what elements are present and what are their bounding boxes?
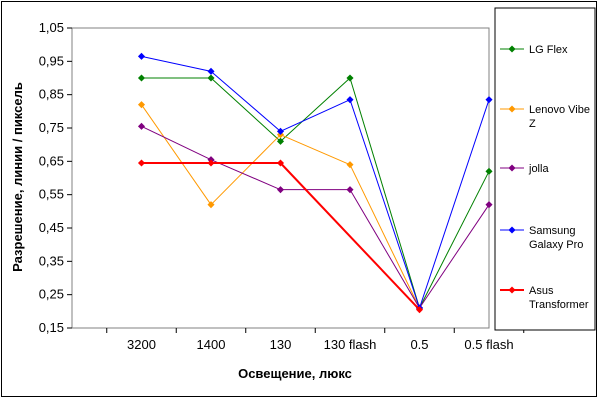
x-axis-title: Освещение, люкс <box>238 366 352 381</box>
legend-label: jolla <box>528 163 549 175</box>
series-line <box>141 55 490 309</box>
legend-item: Samsung Galaxy Pro <box>500 225 583 251</box>
legend-label: LG Flex <box>529 44 568 56</box>
legend-label: Z <box>529 118 536 130</box>
x-tick-label: 130 flash <box>324 337 377 352</box>
legend-label: Lenovo Vibe <box>529 104 590 116</box>
legend-item: LG Flex <box>500 44 568 56</box>
x-tick-label: 1400 <box>197 337 226 352</box>
data-point <box>346 186 354 194</box>
data-point <box>415 306 424 314</box>
data-point <box>137 159 146 167</box>
y-tick-label: 0,65 <box>39 153 64 168</box>
series-line <box>141 162 421 311</box>
y-tick-label: 0,25 <box>39 287 64 302</box>
legend-swatch-marker <box>508 226 516 234</box>
series-lg-flex <box>137 74 493 312</box>
legend-swatch-marker <box>508 286 516 294</box>
y-tick-label: 0,55 <box>39 187 64 202</box>
legend-item: jolla <box>500 163 549 175</box>
legend-swatch-marker <box>508 164 516 172</box>
y-tick-label: 0,95 <box>39 53 64 68</box>
data-point <box>207 159 215 167</box>
data-point <box>207 67 215 75</box>
y-tick-label: 0,75 <box>39 120 64 135</box>
series-line <box>141 77 490 309</box>
data-point <box>485 167 493 175</box>
x-tick-label: 130 <box>270 337 292 352</box>
data-point <box>276 159 285 167</box>
data-point <box>276 127 285 135</box>
series-jolla <box>137 122 493 312</box>
legend-label: Asus <box>529 285 554 297</box>
data-point <box>207 201 215 209</box>
y-tick-label: 0,45 <box>39 220 64 235</box>
y-axis-title: Разрешение, линии / пиксель <box>10 82 25 272</box>
data-point <box>137 52 146 60</box>
y-tick-label: 0,35 <box>39 253 64 268</box>
data-point <box>276 186 285 194</box>
y-tick-label: 0,85 <box>39 87 64 102</box>
legend-swatch-marker <box>508 105 516 113</box>
legend-label: Galaxy Pro <box>529 239 583 251</box>
x-tick-label: 0.5 flash <box>464 337 513 352</box>
series-line <box>141 125 490 309</box>
data-point <box>346 74 354 82</box>
data-point <box>137 122 146 130</box>
legend-label: Transformer <box>529 299 589 311</box>
y-tick-label: 1,05 <box>39 20 64 35</box>
data-point <box>346 161 354 169</box>
series-group <box>137 52 493 314</box>
series-asus-transformer <box>137 159 424 314</box>
data-point <box>207 74 215 82</box>
legend-label: Samsung <box>529 225 575 237</box>
data-point <box>137 74 146 82</box>
data-point <box>485 201 493 209</box>
data-point <box>137 101 146 109</box>
y-tick-label: 0,15 <box>39 320 64 335</box>
data-point <box>276 137 285 145</box>
legend-item: Asus Transformer <box>500 285 589 311</box>
x-tick-label: 0.5 <box>410 337 428 352</box>
data-point <box>346 96 354 104</box>
series-samsung-galaxy-pro <box>137 52 493 312</box>
legend-item: Lenovo Vibe Z <box>500 104 590 130</box>
data-point <box>485 96 493 104</box>
plot-area: 0,15 0,25 0,35 0,45 0,55 0,65 0,75 0,85 0,95 1,05… <box>39 20 525 352</box>
legend-swatch-marker <box>508 45 516 53</box>
x-tick-label: 3200 <box>127 337 156 352</box>
plot-border <box>71 27 490 329</box>
